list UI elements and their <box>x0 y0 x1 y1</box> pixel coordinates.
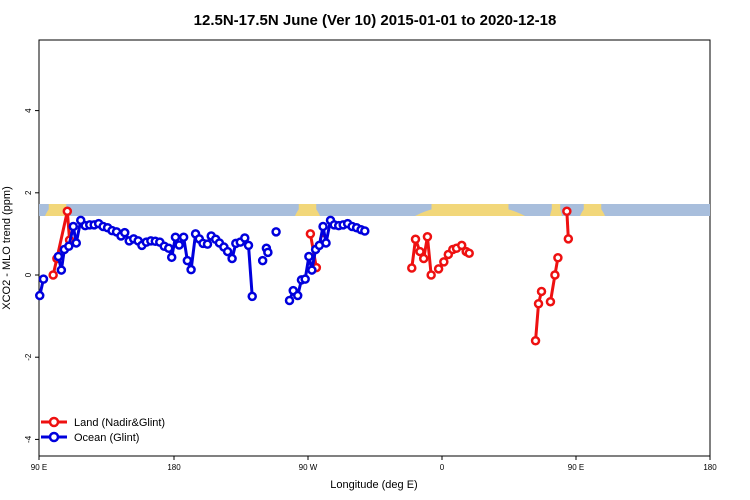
data-point <box>53 251 64 262</box>
data-point <box>563 234 574 244</box>
strip-land-patch <box>583 204 602 216</box>
x-tick-label: 180 <box>703 463 717 472</box>
y-axis-ticks: -4 -2 0 2 4 <box>24 108 39 443</box>
data-point <box>271 227 281 237</box>
data-point <box>307 265 317 275</box>
y-tick-label: 2 <box>24 190 33 195</box>
strip-land-patch <box>551 204 561 216</box>
data-point <box>533 299 544 309</box>
data-point <box>418 253 429 264</box>
data-point <box>48 270 58 280</box>
data-point <box>292 290 303 301</box>
data-point <box>62 206 73 217</box>
series-layer <box>34 206 574 346</box>
data-point <box>530 336 541 346</box>
data-point <box>71 238 82 248</box>
legend: Land (Nadir&Glint) Ocean (Glint) <box>41 416 165 444</box>
legend-ocean-marker <box>48 431 60 443</box>
series-line <box>51 209 72 276</box>
data-point <box>300 274 310 284</box>
data-point <box>227 253 237 264</box>
data-point <box>415 246 425 257</box>
y-tick-label: 4 <box>24 108 33 113</box>
data-point <box>305 229 316 239</box>
y-tick-label: -4 <box>24 435 33 443</box>
series-line <box>288 218 366 302</box>
data-point <box>178 232 189 242</box>
data-point <box>186 264 196 275</box>
x-tick-label: 90 W <box>299 463 318 472</box>
x-axis-label: Longitude (deg E) <box>330 479 417 491</box>
strip-land-patch <box>298 204 317 216</box>
x-tick-label: 90 E <box>31 463 47 472</box>
x-tick-label: 0 <box>440 463 445 472</box>
data-point <box>433 264 444 274</box>
data-point <box>553 252 563 263</box>
data-point <box>321 238 331 248</box>
data-point <box>550 270 560 280</box>
plot-frame <box>38 39 711 457</box>
data-point <box>202 239 213 249</box>
data-point <box>439 257 449 267</box>
data-point <box>422 232 433 242</box>
data-point <box>410 234 421 244</box>
data-point <box>68 221 79 232</box>
data-point <box>182 255 193 266</box>
data-point <box>304 251 314 262</box>
data-point <box>170 232 181 242</box>
data-point <box>360 226 370 236</box>
data-point <box>456 240 467 251</box>
legend-land-label: Land (Nadir&Glint) <box>74 417 165 429</box>
series-line <box>534 291 543 341</box>
data-point <box>174 240 184 250</box>
data-point <box>222 246 233 257</box>
chart-title: 12.5N-17.5N June (Ver 10) 2015-01-01 to … <box>194 12 557 29</box>
y-tick-label: 0 <box>24 272 33 277</box>
strip-ocean <box>39 204 710 216</box>
data-point <box>166 252 177 263</box>
data-point <box>562 206 572 217</box>
series-line <box>548 257 560 302</box>
data-point <box>284 295 295 306</box>
strip-land-patch <box>431 204 509 216</box>
legend-land-marker <box>48 416 60 428</box>
data-point <box>243 240 254 251</box>
x-tick-label: 90 E <box>568 463 584 472</box>
x-axis-ticks: 90 E 180 90 W 0 90 E 180 <box>31 456 717 472</box>
strip-land-patch <box>48 204 67 216</box>
data-point <box>545 296 556 307</box>
series-land <box>48 206 574 346</box>
data-point <box>407 263 417 273</box>
legend-ocean-label: Ocean (Glint) <box>74 432 139 444</box>
data-point <box>257 255 268 266</box>
land-ocean-strip <box>39 204 710 216</box>
data-point <box>247 291 257 302</box>
data-point <box>34 290 45 301</box>
y-axis-label: XCO2 - MLO trend (ppm) <box>1 186 13 309</box>
y-tick-label: -2 <box>24 353 33 361</box>
data-point <box>240 233 250 243</box>
data-point <box>263 247 273 258</box>
data-point <box>318 221 328 232</box>
data-point <box>119 227 130 238</box>
series-ocean <box>34 215 370 306</box>
data-point <box>464 248 474 258</box>
data-point <box>38 274 49 284</box>
x-tick-label: 180 <box>167 463 181 472</box>
data-point <box>64 241 74 251</box>
series-line <box>56 218 254 297</box>
data-point <box>56 265 67 275</box>
data-point <box>163 243 174 254</box>
data-point <box>426 270 436 280</box>
data-point <box>536 286 547 297</box>
